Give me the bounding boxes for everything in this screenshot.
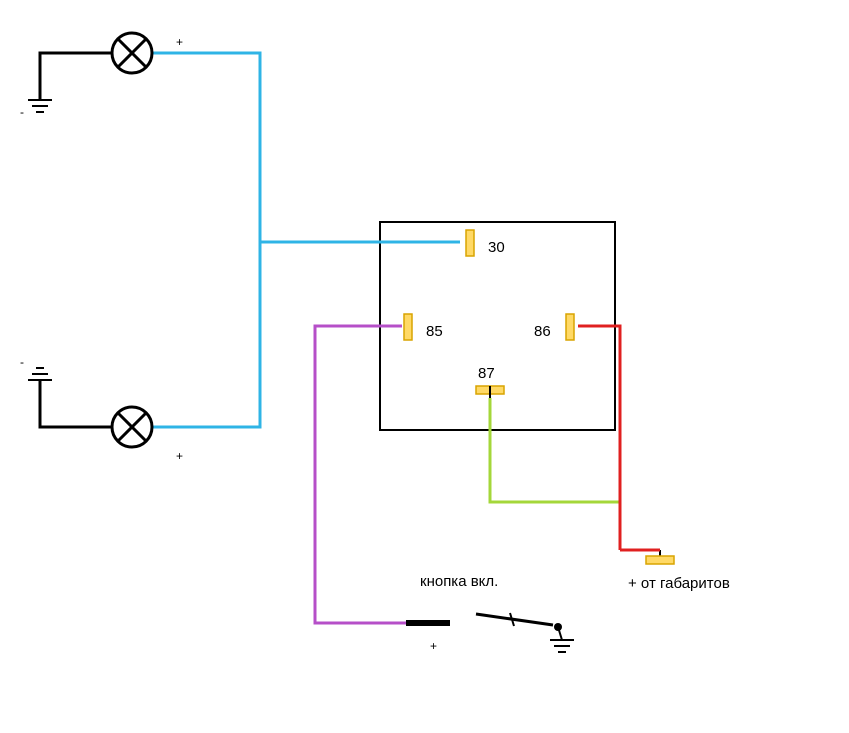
wire-blue-lamp1-to-30	[152, 53, 460, 242]
lamp-top-plus: +	[176, 35, 183, 49]
relay-pin-85-label: 85	[426, 323, 443, 340]
wire-purple-85-to-switch	[315, 326, 406, 623]
ground-top	[28, 100, 52, 112]
label-switch-plus: +	[430, 639, 437, 653]
relay-pin-87-label: 87	[478, 365, 495, 382]
lamp-bottom-plus: +	[176, 449, 183, 463]
relay-pin-86	[566, 314, 574, 340]
relay-pin-86-label: 86	[534, 323, 551, 340]
label-from-lights: + от габаритов	[628, 575, 730, 592]
relay-pin-30	[466, 230, 474, 256]
ground-bottom-left	[28, 368, 52, 380]
wire-black-lamp2-ground	[40, 380, 112, 427]
relay-pin-85	[404, 314, 412, 340]
wire-blue-lamp2-join	[152, 242, 260, 427]
terminal-from-lights	[620, 550, 674, 564]
ground-switch	[550, 640, 574, 652]
label-button: кнопка вкл.	[420, 573, 498, 590]
lamp-top-minus: -	[20, 105, 24, 119]
lamp-bottom	[112, 407, 152, 447]
wire-black-lamp1-ground	[40, 53, 112, 100]
lamp-bottom-minus: -	[20, 355, 24, 369]
lamp-top	[112, 33, 152, 73]
relay-wiring-diagram: + - + - 30 85 86 87	[0, 0, 849, 733]
relay-pin-30-label: 30	[488, 239, 505, 256]
wire-red-86	[578, 326, 620, 550]
wire-green-87	[490, 398, 620, 502]
